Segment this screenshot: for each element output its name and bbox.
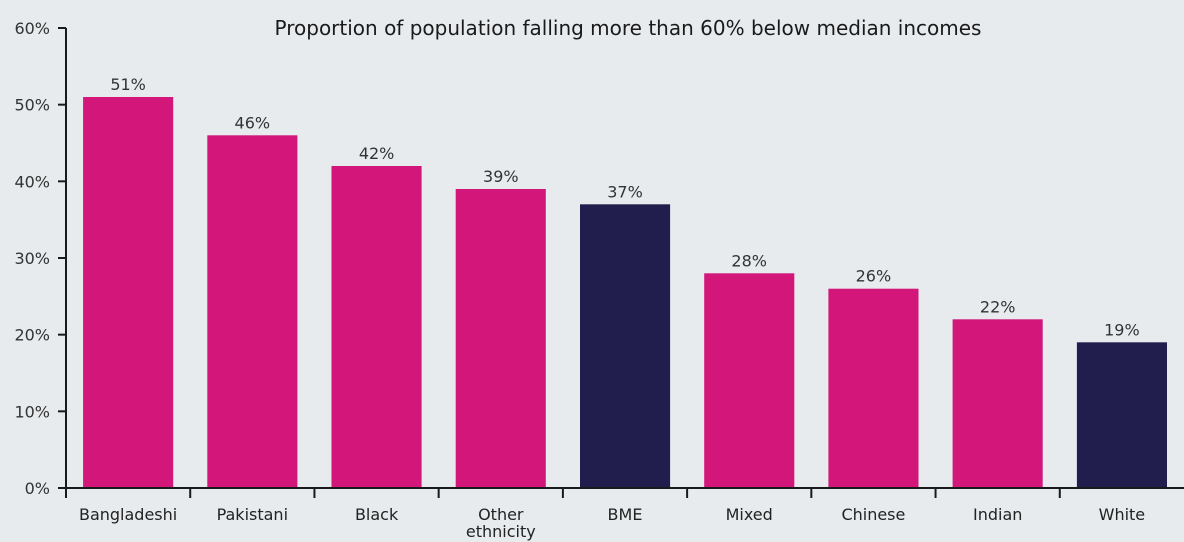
x-tick-label: Chinese	[841, 505, 905, 524]
bar-chinese	[828, 288, 919, 488]
y-tick-label: 20%	[14, 326, 50, 345]
x-tick-label: BME	[608, 505, 643, 524]
data-label: 28%	[731, 251, 767, 270]
bar-indian	[952, 319, 1043, 488]
x-axis: Bangladeshi Pakistani Black Other ethnicity B…	[65, 487, 1184, 541]
data-label: 42%	[359, 144, 395, 163]
x-tick-label: White	[1099, 505, 1146, 524]
data-label: 26%	[856, 267, 892, 286]
y-tick-label: 60%	[14, 19, 50, 38]
y-tick-label: 10%	[14, 402, 50, 421]
x-tick-label: Mixed	[726, 505, 773, 524]
data-label: 22%	[980, 297, 1016, 316]
x-tick-label: Indian	[973, 505, 1022, 524]
data-labels-group: 51% 46% 42% 39% 37% 28% 26% 22% 19%	[110, 75, 1139, 339]
y-tick-label: 30%	[14, 249, 50, 268]
bar-bme	[580, 204, 671, 489]
x-tick-label: Pakistani	[217, 505, 288, 524]
bar-white	[1076, 342, 1167, 488]
bars-group	[83, 97, 1167, 489]
data-label: 37%	[607, 182, 643, 201]
data-label: 51%	[110, 75, 146, 94]
x-tick-label: Bangladeshi	[79, 505, 177, 524]
bar-mixed	[704, 273, 795, 488]
bar-bangladeshi	[83, 97, 174, 488]
bar-other-ethnicity	[455, 189, 546, 488]
x-tick-label: Other ethnicity	[466, 505, 536, 541]
bar-pakistani	[207, 135, 298, 489]
chart-title: Proportion of population falling more th…	[275, 16, 982, 40]
data-label: 19%	[1104, 320, 1140, 339]
y-tick-label: 0%	[25, 479, 50, 498]
y-tick-label: 50%	[14, 96, 50, 115]
x-tick-label: Black	[355, 505, 399, 524]
y-axis: 0% 10% 20% 30% 40% 50% 60%	[14, 19, 67, 498]
y-tick-label: 40%	[14, 172, 50, 191]
data-label: 39%	[483, 167, 519, 186]
bar-black	[331, 166, 422, 488]
data-label: 46%	[235, 113, 271, 132]
